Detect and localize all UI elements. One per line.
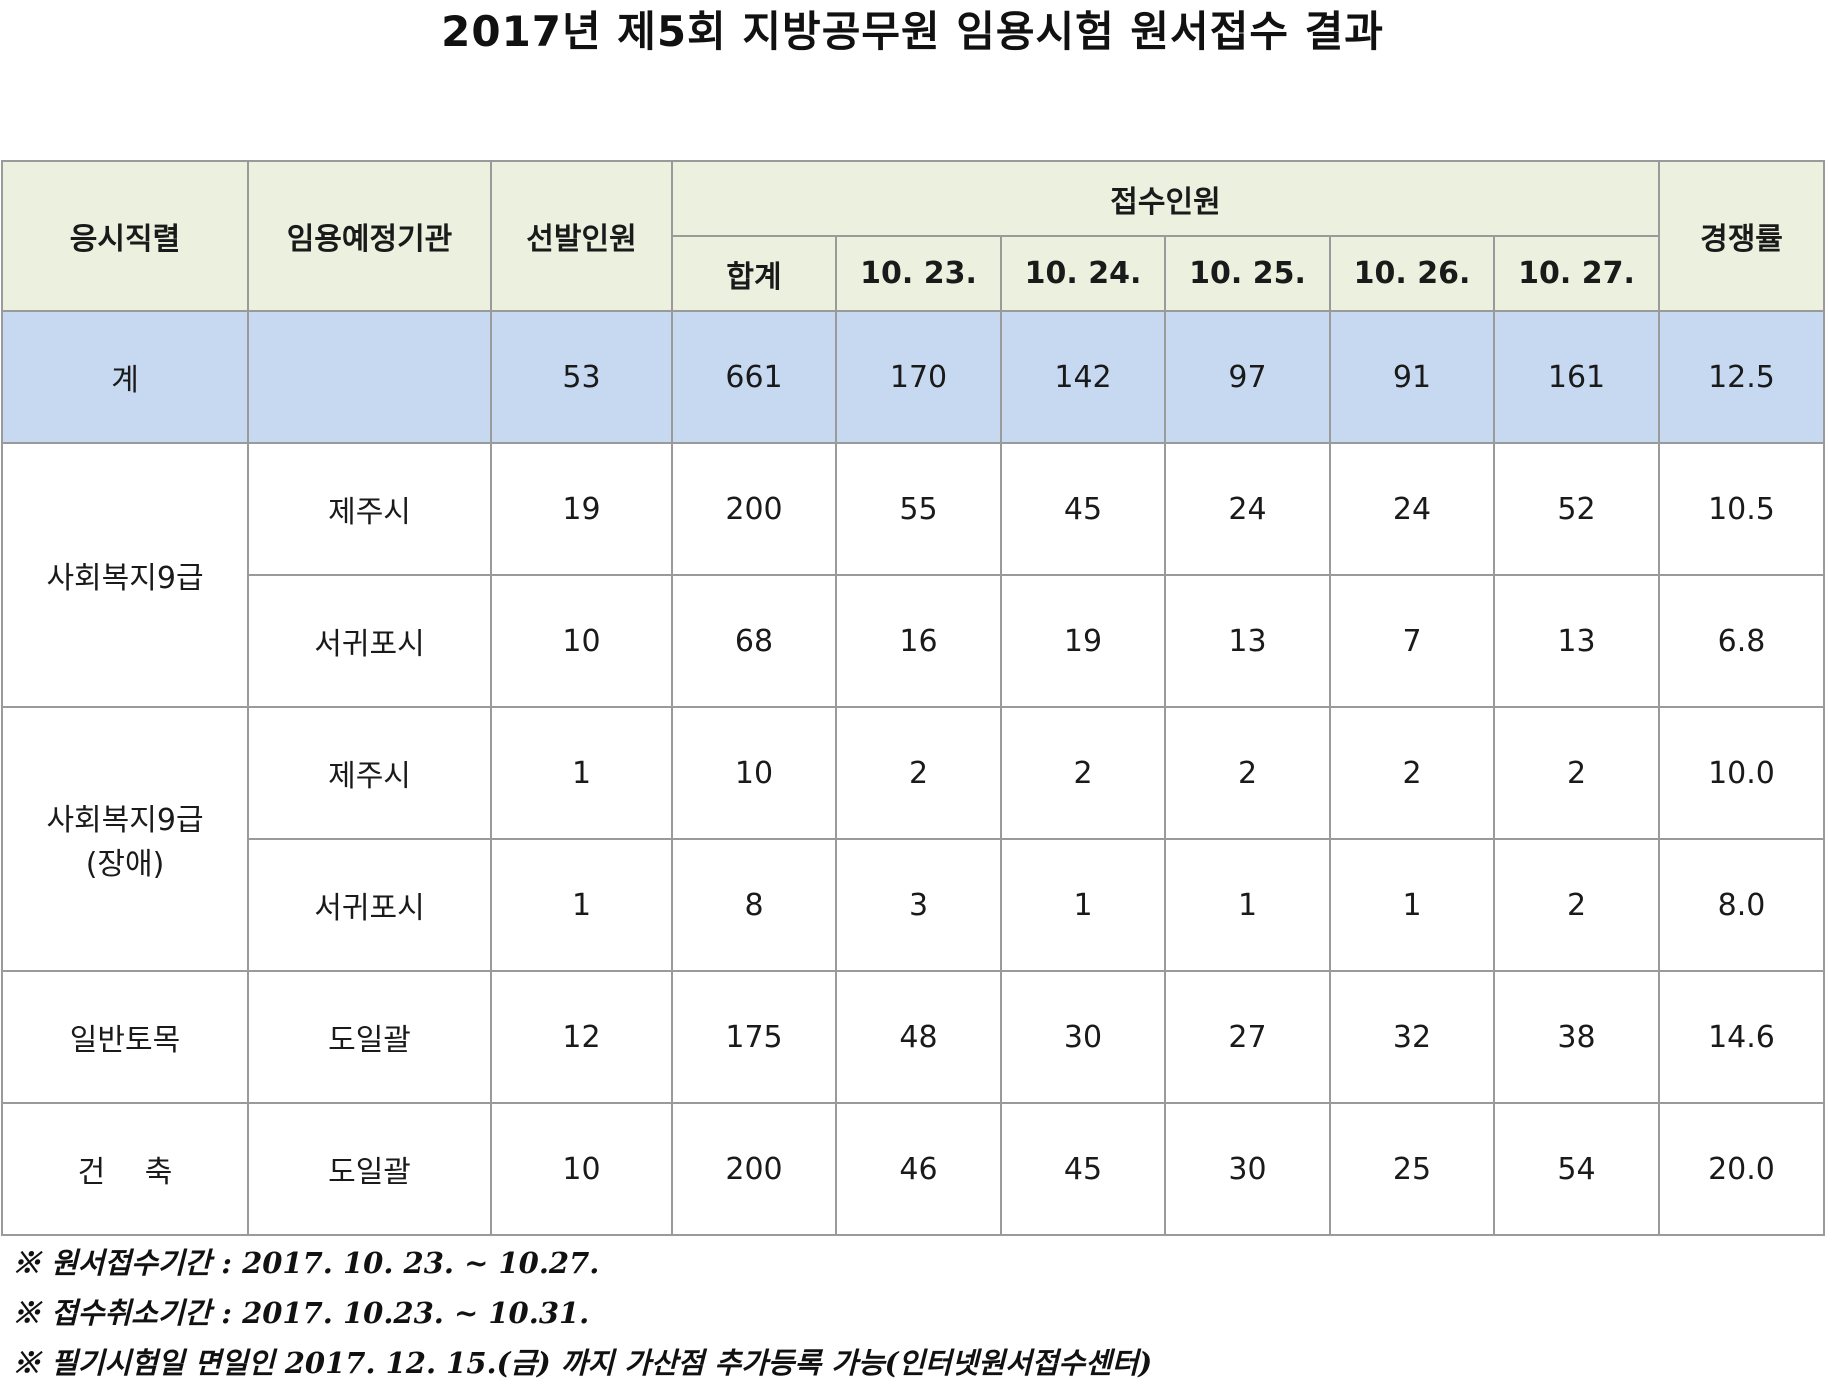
cell-d2: 2 bbox=[1000, 706, 1166, 840]
total-agency bbox=[247, 310, 492, 444]
cell-d5: 38 bbox=[1493, 970, 1660, 1104]
table-row: 사회복지9급 (장애) 제주시 1 10 2 2 2 2 2 10.0 bbox=[1, 706, 1825, 972]
header-quota: 선발인원 bbox=[490, 160, 673, 312]
cell-quota: 10 bbox=[490, 574, 673, 708]
cell-d3: 1 bbox=[1164, 838, 1331, 972]
cell-d1: 2 bbox=[835, 706, 1002, 840]
cell-d1: 48 bbox=[835, 970, 1002, 1104]
cell-total: 200 bbox=[671, 442, 837, 576]
cell-agency: 서귀포시 bbox=[247, 838, 492, 972]
cell-quota: 1 bbox=[490, 838, 673, 972]
cell-agency: 제주시 bbox=[247, 442, 492, 576]
group-social-welfare: 사회복지9급 bbox=[1, 442, 249, 708]
note-cancel-period: ※ 접수취소기간 : 2017. 10.23. ~ 10.31. bbox=[12, 1296, 590, 1330]
note-bonus-registration: ※ 필기시험일 면일인 2017. 12. 15.(금) 까지 가산점 추가등록… bbox=[12, 1346, 1153, 1380]
total-quota: 53 bbox=[490, 310, 673, 444]
cell-total: 68 bbox=[671, 574, 837, 708]
header-date-1023: 10. 23. bbox=[835, 235, 1002, 312]
page-title: 2017년 제5회 지방공무원 임용시험 원서접수 결과 bbox=[441, 7, 1384, 56]
cell-ratio: 20.0 bbox=[1658, 1102, 1825, 1236]
cell-d5: 52 bbox=[1493, 442, 1660, 576]
cell-agency: 제주시 bbox=[247, 706, 492, 840]
header-date-1026: 10. 26. bbox=[1329, 235, 1495, 312]
cell-d5: 2 bbox=[1493, 838, 1660, 972]
table-row: 사회복지9급 제주시 19 200 55 45 24 24 52 10.5 bbox=[1, 442, 1825, 708]
cell-total: 8 bbox=[671, 838, 837, 972]
cell-d3: 2 bbox=[1164, 706, 1331, 840]
header-ratio: 경쟁률 bbox=[1658, 160, 1825, 312]
note-application-period: ※ 원서접수기간 : 2017. 10. 23. ~ 10.27. bbox=[12, 1246, 600, 1280]
cell-ratio: 14.6 bbox=[1658, 970, 1825, 1104]
cell-d2: 45 bbox=[1000, 442, 1166, 576]
cell-d4: 1 bbox=[1329, 838, 1495, 972]
cell-d5: 2 bbox=[1493, 706, 1660, 840]
cell-agency: 서귀포시 bbox=[247, 574, 492, 708]
total-d5: 161 bbox=[1493, 310, 1660, 444]
cell-d3: 27 bbox=[1164, 970, 1331, 1104]
header-received: 접수인원 bbox=[671, 160, 1660, 237]
total-row: 계 53 661 170 142 97 91 161 12.5 bbox=[1, 310, 1825, 444]
cell-ratio: 6.8 bbox=[1658, 574, 1825, 708]
cell-quota: 12 bbox=[490, 970, 673, 1104]
cell-total: 200 bbox=[671, 1102, 837, 1236]
results-table: 응시직렬 임용예정기관 선발인원 접수인원 경쟁률 합계 10. 23. 10.… bbox=[1, 160, 1825, 1236]
header-subrow: 합계 10. 23. 10. 24. 10. 25. 10. 26. 10. 2… bbox=[2, 235, 1824, 312]
cell-d1: 46 bbox=[835, 1102, 1002, 1236]
cell-d3: 13 bbox=[1164, 574, 1331, 708]
cell-ratio: 10.5 bbox=[1658, 442, 1825, 576]
cell-d4: 7 bbox=[1329, 574, 1495, 708]
cell-d3: 24 bbox=[1164, 442, 1331, 576]
table-row: 건 축 도일괄 10 200 46 45 30 25 54 20.0 bbox=[1, 1102, 1825, 1236]
total-d2: 142 bbox=[1000, 310, 1166, 444]
cell-d4: 32 bbox=[1329, 970, 1495, 1104]
group-label-line1: 사회복지9급 bbox=[46, 803, 204, 838]
cell-d4: 25 bbox=[1329, 1102, 1495, 1236]
cell-ratio: 8.0 bbox=[1658, 838, 1825, 972]
group-civil-engineering: 일반토목 bbox=[1, 970, 249, 1104]
cell-d5: 54 bbox=[1493, 1102, 1660, 1236]
total-d4: 91 bbox=[1329, 310, 1495, 444]
header-rank: 응시직렬 bbox=[1, 160, 249, 312]
cell-d1: 55 bbox=[835, 442, 1002, 576]
total-label: 계 bbox=[1, 310, 249, 444]
cell-d4: 24 bbox=[1329, 442, 1495, 576]
group-label-line2: (장애) bbox=[85, 847, 165, 882]
total-ratio: 12.5 bbox=[1658, 310, 1825, 444]
cell-d5: 13 bbox=[1493, 574, 1660, 708]
table-row: 서귀포시 10 68 16 19 13 7 13 6.8 bbox=[2, 574, 1825, 708]
cell-total: 10 bbox=[671, 706, 837, 840]
cell-quota: 1 bbox=[490, 706, 673, 840]
group-social-welfare-disabled: 사회복지9급 (장애) bbox=[1, 706, 249, 972]
total-d3: 97 bbox=[1164, 310, 1331, 444]
total-sum: 661 bbox=[671, 310, 837, 444]
cell-ratio: 10.0 bbox=[1658, 706, 1825, 840]
cell-agency: 도일괄 bbox=[247, 970, 492, 1104]
cell-d1: 3 bbox=[835, 838, 1002, 972]
notes: ※ 원서접수기간 : 2017. 10. 23. ~ 10.27. ※ 접수취소… bbox=[12, 1238, 1812, 1388]
table-row: 일반토목 도일괄 12 175 48 30 27 32 38 14.6 bbox=[1, 970, 1825, 1104]
cell-d2: 1 bbox=[1000, 838, 1166, 972]
cell-agency: 도일괄 bbox=[247, 1102, 492, 1236]
header-total: 합계 bbox=[671, 235, 837, 312]
cell-quota: 19 bbox=[490, 442, 673, 576]
total-d1: 170 bbox=[835, 310, 1002, 444]
cell-d1: 16 bbox=[835, 574, 1002, 708]
header-date-1027: 10. 27. bbox=[1493, 235, 1660, 312]
cell-total: 175 bbox=[671, 970, 837, 1104]
cell-d2: 30 bbox=[1000, 970, 1166, 1104]
table-row: 서귀포시 1 8 3 1 1 1 2 8.0 bbox=[2, 838, 1825, 972]
cell-d2: 19 bbox=[1000, 574, 1166, 708]
cell-d4: 2 bbox=[1329, 706, 1495, 840]
cell-d3: 30 bbox=[1164, 1102, 1331, 1236]
group-architecture: 건 축 bbox=[1, 1102, 249, 1236]
header-agency: 임용예정기관 bbox=[247, 160, 492, 312]
header-row: 응시직렬 임용예정기관 선발인원 접수인원 경쟁률 bbox=[1, 160, 1825, 312]
cell-quota: 10 bbox=[490, 1102, 673, 1236]
header-date-1024: 10. 24. bbox=[1000, 235, 1166, 312]
header-date-1025: 10. 25. bbox=[1164, 235, 1331, 312]
cell-d2: 45 bbox=[1000, 1102, 1166, 1236]
